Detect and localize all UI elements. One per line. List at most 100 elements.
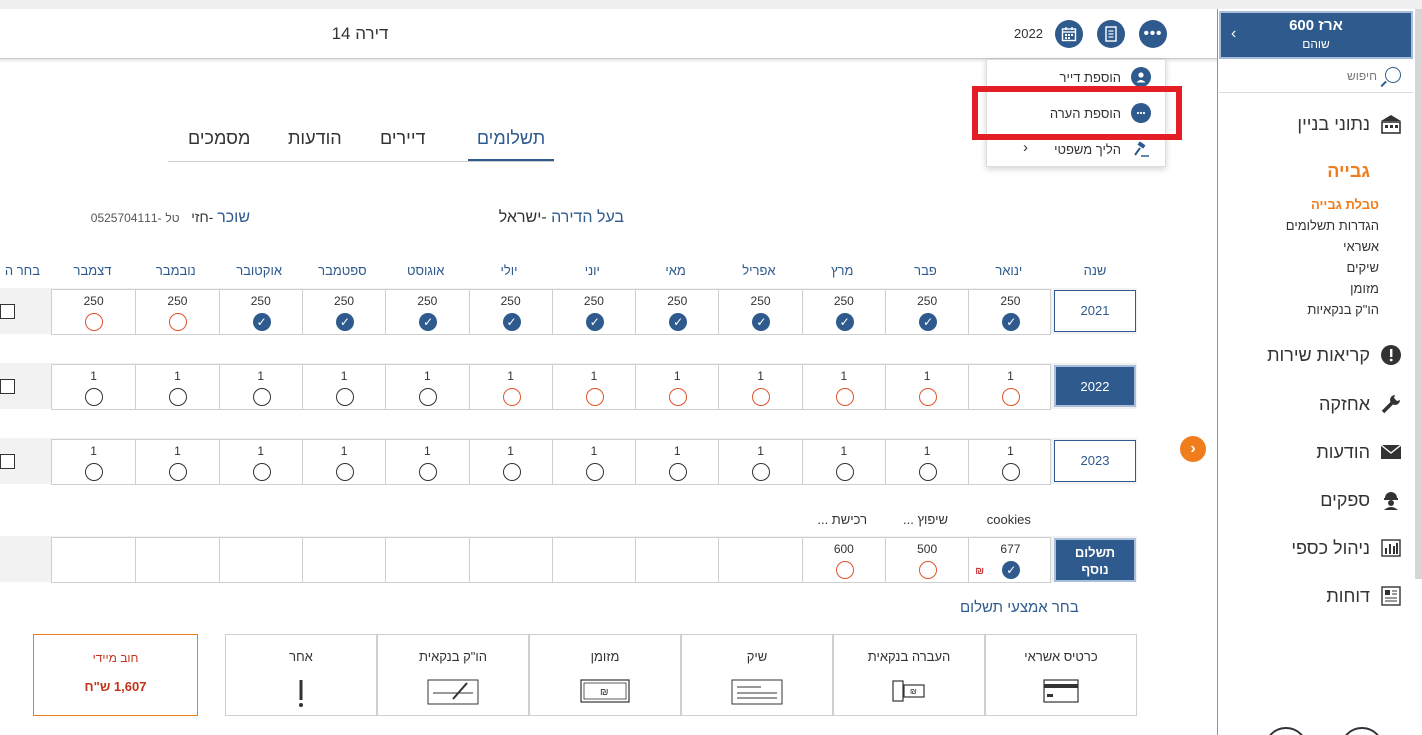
- payment-method-credit-card[interactable]: כרטיס אשראי: [985, 634, 1137, 716]
- sidebar-subitem[interactable]: טבלת גבייה: [1310, 197, 1379, 212]
- reports-icon: [1380, 585, 1402, 607]
- extra-payment-cell[interactable]: [385, 538, 468, 582]
- next-years-button[interactable]: ›: [1180, 436, 1206, 462]
- extra-payment-cell[interactable]: [52, 538, 135, 582]
- extra-payment-cell[interactable]: 500: [885, 538, 968, 582]
- calendar-button[interactable]: [1055, 20, 1083, 48]
- payment-cell[interactable]: 1: [135, 365, 218, 409]
- search-input[interactable]: חיפוש: [1347, 69, 1377, 83]
- payment-cell[interactable]: 1: [468, 365, 552, 409]
- extra-payment-button[interactable]: תשלום נוסף: [1054, 538, 1136, 582]
- payment-cell[interactable]: 250 ✓: [968, 290, 1051, 334]
- payment-cell[interactable]: 1: [301, 440, 385, 484]
- payment-cell[interactable]: 1: [551, 440, 635, 484]
- payment-amount: 1: [590, 369, 598, 383]
- extra-payment-cell[interactable]: [468, 538, 552, 582]
- payment-cell[interactable]: 1: [218, 365, 302, 409]
- building-selector[interactable]: ארז 600 שוהם ‹: [1219, 11, 1413, 59]
- menu-item-label: הוספת הערה: [1049, 105, 1121, 121]
- sidebar-item-financial-management[interactable]: ניהול כספי: [1242, 537, 1402, 559]
- sidebar-item-messages[interactable]: הודעות: [1242, 441, 1402, 463]
- payment-cell[interactable]: 1: [52, 365, 135, 409]
- row-select-checkbox[interactable]: [0, 304, 15, 319]
- payment-method-cash[interactable]: מזומן ₪: [529, 634, 681, 716]
- extra-payment-cell[interactable]: [635, 538, 718, 582]
- extra-payment-cell[interactable]: [135, 538, 218, 582]
- payment-method-standing-order[interactable]: הו"ק בנקאית: [377, 634, 529, 716]
- payment-row: 1 1 1 1 1 1 1 1 1 1 1 1: [51, 439, 1051, 485]
- payment-cell[interactable]: 1: [551, 365, 635, 409]
- payment-cell[interactable]: 1: [635, 365, 718, 409]
- payment-cell[interactable]: 1: [968, 365, 1051, 409]
- sidebar-subitem[interactable]: אשראי: [1343, 239, 1379, 254]
- payment-cell[interactable]: 1: [385, 365, 468, 409]
- sidebar-item-collection[interactable]: ₪ גבייה: [1242, 160, 1402, 182]
- payment-cell[interactable]: 1: [801, 440, 885, 484]
- payment-cell[interactable]: 1: [301, 365, 385, 409]
- unpaid-circle-icon: [835, 561, 854, 579]
- payment-cell[interactable]: 250: [135, 290, 218, 334]
- document-button[interactable]: [1097, 20, 1125, 48]
- payment-cell[interactable]: 250 ✓: [301, 290, 385, 334]
- payment-cell[interactable]: 1: [718, 365, 801, 409]
- payment-cell[interactable]: 250 ✓: [801, 290, 885, 334]
- year-button[interactable]: 2021: [1054, 290, 1136, 332]
- sidebar-item-service-calls[interactable]: קריאות שירות: [1242, 344, 1402, 366]
- payment-method-bank-transfer[interactable]: העברה בנקאית ₪: [833, 634, 985, 716]
- sidebar-scrollbar[interactable]: [1415, 9, 1422, 579]
- tab-tenants[interactable]: דיירים: [380, 128, 426, 148]
- extra-payment-cell[interactable]: 600: [801, 538, 885, 582]
- payment-cell[interactable]: 250 ✓: [885, 290, 968, 334]
- payment-cell[interactable]: 1: [885, 365, 968, 409]
- sidebar-subitem[interactable]: הגדרות תשלומים: [1285, 218, 1379, 233]
- payment-cell[interactable]: 1: [135, 440, 218, 484]
- unpaid-circle-icon: [835, 463, 854, 481]
- payment-cell[interactable]: 1: [385, 440, 468, 484]
- sidebar-item-maintenance[interactable]: אחזקה: [1242, 393, 1402, 415]
- tab-messages[interactable]: הודעות: [288, 128, 342, 148]
- payment-method-other[interactable]: אחר: [225, 634, 377, 716]
- payment-cell[interactable]: 1: [468, 440, 552, 484]
- tab-documents[interactable]: מסמכים: [188, 128, 251, 148]
- year-button[interactable]: 2023: [1054, 440, 1136, 482]
- row-select-checkbox[interactable]: [0, 379, 15, 394]
- year-button[interactable]: 2022: [1054, 365, 1136, 407]
- payment-cell[interactable]: 1: [218, 440, 302, 484]
- sidebar-item-building-data[interactable]: נתוני בניין: [1242, 113, 1402, 135]
- payment-cell[interactable]: 250 ✓: [218, 290, 302, 334]
- payment-cell[interactable]: 250 ✓: [385, 290, 468, 334]
- payment-cell[interactable]: 1: [801, 365, 885, 409]
- payment-cell[interactable]: 250 ✓: [551, 290, 635, 334]
- more-options-button[interactable]: •••: [1139, 20, 1167, 48]
- payment-cell[interactable]: 1: [885, 440, 968, 484]
- payment-method-check[interactable]: שיק: [681, 634, 833, 716]
- sidebar-item-reports[interactable]: דוחות: [1242, 585, 1402, 607]
- payment-cell[interactable]: 250 ✓: [718, 290, 801, 334]
- sidebar-item-suppliers[interactable]: ספקים: [1242, 489, 1402, 511]
- extra-payment-cell[interactable]: [718, 538, 801, 582]
- payment-cell[interactable]: 1: [718, 440, 801, 484]
- sidebar-subitem[interactable]: מזומן: [1350, 281, 1379, 296]
- payment-amount: 250: [750, 294, 771, 308]
- extra-payment-cell[interactable]: [218, 538, 302, 582]
- sidebar-subitem[interactable]: שיקים: [1346, 260, 1379, 275]
- tab-payments[interactable]: תשלומים: [468, 128, 554, 161]
- menu-item-add-tenant[interactable]: הוספת דייר: [987, 60, 1167, 94]
- svg-text:₪: ₪: [910, 687, 917, 696]
- row-select-checkbox[interactable]: [0, 454, 15, 469]
- sidebar-subitem[interactable]: הו"ק בנקאיות: [1307, 302, 1379, 317]
- extra-payment-cell[interactable]: [301, 538, 385, 582]
- menu-item-legal-process[interactable]: הליך משפטי ‹: [987, 132, 1167, 166]
- payment-cell[interactable]: 250 ✓: [635, 290, 718, 334]
- payment-cell[interactable]: 250 ✓: [468, 290, 552, 334]
- service-calls-icon: [1380, 344, 1402, 366]
- payment-cell[interactable]: 1: [52, 440, 135, 484]
- menu-item-add-note[interactable]: הוספת הערה: [987, 96, 1167, 130]
- sidebar-search[interactable]: חיפוש: [1219, 60, 1413, 93]
- payment-cell[interactable]: 250: [52, 290, 135, 334]
- extra-payment-cell[interactable]: 677 ✓ ₪: [968, 538, 1051, 582]
- payment-cell[interactable]: 1: [968, 440, 1051, 484]
- extra-payment-cell[interactable]: [551, 538, 635, 582]
- unpaid-circle-icon: [85, 388, 103, 406]
- payment-cell[interactable]: 1: [635, 440, 718, 484]
